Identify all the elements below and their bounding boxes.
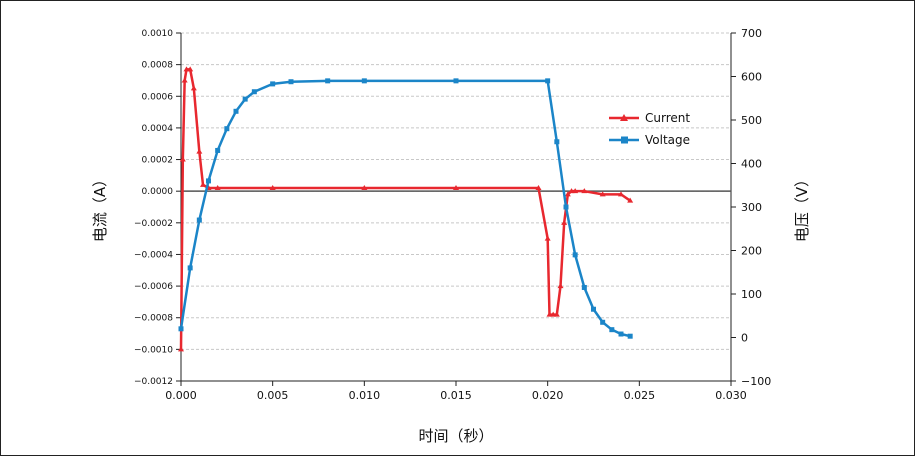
point-voltage-7 (242, 96, 248, 102)
point-current-23 (581, 188, 588, 194)
point-current-2 (181, 77, 188, 83)
point-voltage-5 (224, 126, 230, 132)
right-tick-label-0: 700 (741, 27, 762, 40)
point-voltage-16 (563, 204, 569, 210)
left-tick-label-10: −0.0010 (134, 345, 173, 355)
point-voltage-4 (215, 147, 221, 153)
left-tick-label-9: −0.0008 (134, 314, 173, 324)
point-current-26 (627, 197, 634, 203)
point-voltage-10 (288, 79, 294, 85)
right-tick-label-6: 100 (741, 288, 762, 301)
left-tick-label-1: 0.0008 (142, 61, 174, 71)
point-voltage-11 (325, 78, 331, 84)
right-tick-label-7: 0 (741, 332, 748, 345)
point-current-25 (618, 191, 624, 197)
x-tick-label-6: 0.030 (715, 389, 747, 402)
x-axis-ticks: 0.000 0.005 0.010 0.015 0.020 0.025 0.030 (165, 381, 747, 402)
left-tick-label-8: −0.0006 (134, 282, 173, 292)
point-voltage-6 (233, 108, 239, 114)
series-current (178, 66, 634, 352)
point-current-5 (190, 85, 197, 91)
left-tick-label-2: 0.0006 (142, 92, 174, 102)
x-tick-label-2: 0.010 (349, 389, 381, 402)
point-current-6 (196, 148, 203, 154)
point-voltage-12 (361, 78, 367, 84)
legend: Current Voltage (609, 111, 690, 147)
left-tick-label-11: −0.0012 (134, 377, 173, 387)
point-current-14 (544, 235, 551, 241)
point-current-13 (535, 185, 542, 191)
legend-marker-voltage (621, 136, 628, 144)
x-tick-label-3: 0.015 (440, 389, 472, 402)
y-axis-label-right: 电压（V） (793, 172, 811, 242)
left-axis-ticks: 0.0010 0.0008 0.0006 0.0004 0.0002 0.0000 −0.0… (134, 29, 181, 387)
right-tick-label-2: 500 (741, 114, 762, 127)
point-voltage-0 (178, 326, 184, 332)
right-tick-label-8: −100 (741, 375, 771, 388)
point-voltage-18 (581, 284, 587, 290)
left-tick-label-6: −0.0002 (134, 219, 173, 229)
point-current-1 (179, 156, 186, 162)
right-tick-label-3: 400 (741, 158, 762, 171)
point-current-4 (187, 66, 194, 72)
y-axis-label-left: 电流（A） (91, 172, 109, 242)
left-tick-label-5: 0.0000 (142, 187, 174, 197)
point-current-19 (561, 219, 568, 225)
point-voltage-2 (196, 217, 202, 223)
left-tick-label-0: 0.0010 (142, 29, 174, 39)
right-axis-ticks: 700 600 500 400 300 200 100 0 −100 (731, 27, 771, 388)
series-line-voltage (179, 79, 631, 338)
point-current-7 (200, 181, 206, 187)
right-tick-label-1: 600 (741, 71, 762, 84)
point-voltage-14 (545, 78, 551, 84)
point-voltage-3 (206, 178, 211, 184)
point-voltage-21 (609, 327, 615, 333)
point-voltage-9 (270, 81, 276, 87)
left-tick-label-7: −0.0004 (134, 250, 173, 260)
gridlines (181, 32, 731, 382)
left-tick-label-3: 0.0004 (142, 124, 174, 134)
x-tick-label-5: 0.025 (624, 389, 656, 402)
point-voltage-22 (618, 331, 624, 337)
point-current-12 (453, 185, 459, 191)
point-current-9 (214, 185, 221, 191)
series-line-current (179, 68, 631, 350)
x-tick-label-1: 0.005 (257, 389, 289, 402)
axes (180, 33, 732, 382)
point-voltage-15 (554, 139, 560, 145)
point-voltage-1 (187, 265, 193, 271)
x-axis-label: 时间（秒） (418, 427, 493, 445)
point-current-17 (553, 311, 560, 317)
series-layer (178, 66, 634, 352)
point-current-0 (178, 346, 184, 352)
point-current-24 (599, 191, 606, 197)
point-voltage-8 (251, 89, 257, 95)
left-tick-label-4: 0.0002 (142, 156, 174, 166)
x-tick-label-0: 0.000 (165, 389, 197, 402)
legend-marker-current (620, 114, 628, 121)
point-voltage-19 (591, 306, 596, 312)
right-tick-label-4: 300 (741, 201, 762, 214)
point-voltage-20 (600, 319, 606, 325)
point-voltage-23 (627, 333, 633, 339)
x-tick-label-4: 0.020 (532, 389, 564, 402)
point-voltage-13 (453, 78, 459, 84)
point-voltage-17 (572, 252, 578, 258)
point-current-10 (269, 185, 276, 191)
right-tick-label-5: 200 (741, 245, 762, 258)
point-current-18 (557, 283, 564, 289)
point-current-11 (361, 185, 368, 191)
series-voltage (178, 78, 633, 339)
point-current-20 (564, 191, 571, 197)
point-current-22 (572, 188, 579, 194)
legend-label-voltage: Voltage (645, 133, 690, 147)
legend-label-current: Current (645, 111, 690, 125)
